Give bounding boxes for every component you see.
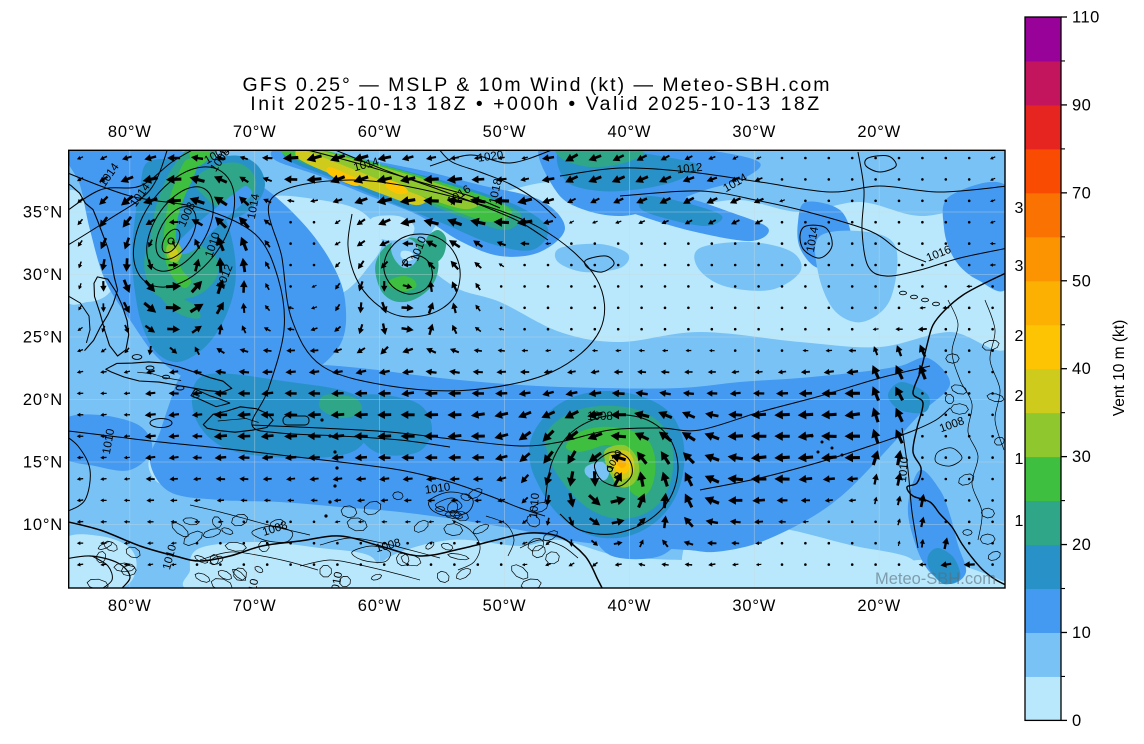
svg-text:80°W: 80°W: [108, 597, 152, 615]
svg-text:110: 110: [1072, 9, 1100, 27]
svg-text:80°W: 80°W: [108, 123, 152, 141]
svg-text:1010: 1010: [101, 428, 117, 455]
svg-text:1: 1: [1015, 513, 1024, 530]
svg-text:1012: 1012: [676, 162, 703, 177]
svg-text:25°N: 25°N: [23, 329, 63, 347]
svg-text:1010: 1010: [245, 578, 261, 605]
svg-text:1010: 1010: [329, 571, 345, 598]
svg-text:60°W: 60°W: [358, 597, 402, 615]
svg-text:20°W: 20°W: [857, 597, 901, 615]
svg-text:60°W: 60°W: [358, 123, 402, 141]
svg-text:20°W: 20°W: [857, 123, 901, 141]
svg-text:2: 2: [1015, 328, 1024, 345]
svg-text:30°W: 30°W: [732, 597, 776, 615]
svg-text:30°W: 30°W: [732, 123, 776, 141]
svg-text:3: 3: [1015, 200, 1024, 217]
svg-text:70°W: 70°W: [233, 123, 277, 141]
svg-text:Init 2025-10-13 18Z • +000h •: Init 2025-10-13 18Z • +000h • Valid 2025…: [250, 93, 821, 115]
svg-text:30: 30: [1072, 448, 1091, 466]
svg-text:40: 40: [1072, 360, 1091, 378]
svg-text:10°N: 10°N: [23, 516, 63, 534]
svg-text:15°N: 15°N: [23, 454, 63, 472]
svg-text:50: 50: [1072, 272, 1091, 290]
svg-text:20: 20: [1072, 536, 1091, 554]
svg-text:90: 90: [1072, 96, 1091, 114]
svg-text:1020: 1020: [477, 149, 504, 164]
svg-text:40°W: 40°W: [608, 597, 652, 615]
svg-text:Meteo-SBH.com: Meteo-SBH.com: [875, 570, 996, 588]
svg-text:70: 70: [1072, 184, 1091, 202]
svg-text:1014: 1014: [246, 192, 262, 220]
svg-text:40°W: 40°W: [608, 123, 652, 141]
svg-text:3: 3: [1015, 258, 1024, 275]
svg-text:GFS 0.25° — MSLP & 10m Wind (k: GFS 0.25° — MSLP & 10m Wind (kt) — Meteo…: [243, 74, 832, 96]
svg-text:70°W: 70°W: [233, 597, 277, 615]
svg-text:35°N: 35°N: [23, 204, 63, 222]
svg-text:20°N: 20°N: [23, 391, 63, 409]
svg-text:Vent 10 m (kt): Vent 10 m (kt): [1111, 320, 1128, 416]
svg-text:1014: 1014: [805, 225, 821, 253]
svg-text:10: 10: [1072, 624, 1091, 642]
svg-text:50°W: 50°W: [483, 123, 527, 141]
svg-text:1: 1: [1015, 451, 1024, 468]
svg-text:50°W: 50°W: [483, 597, 527, 615]
svg-text:30°N: 30°N: [23, 266, 63, 284]
svg-text:2: 2: [1015, 388, 1024, 405]
svg-text:0: 0: [1072, 712, 1082, 730]
